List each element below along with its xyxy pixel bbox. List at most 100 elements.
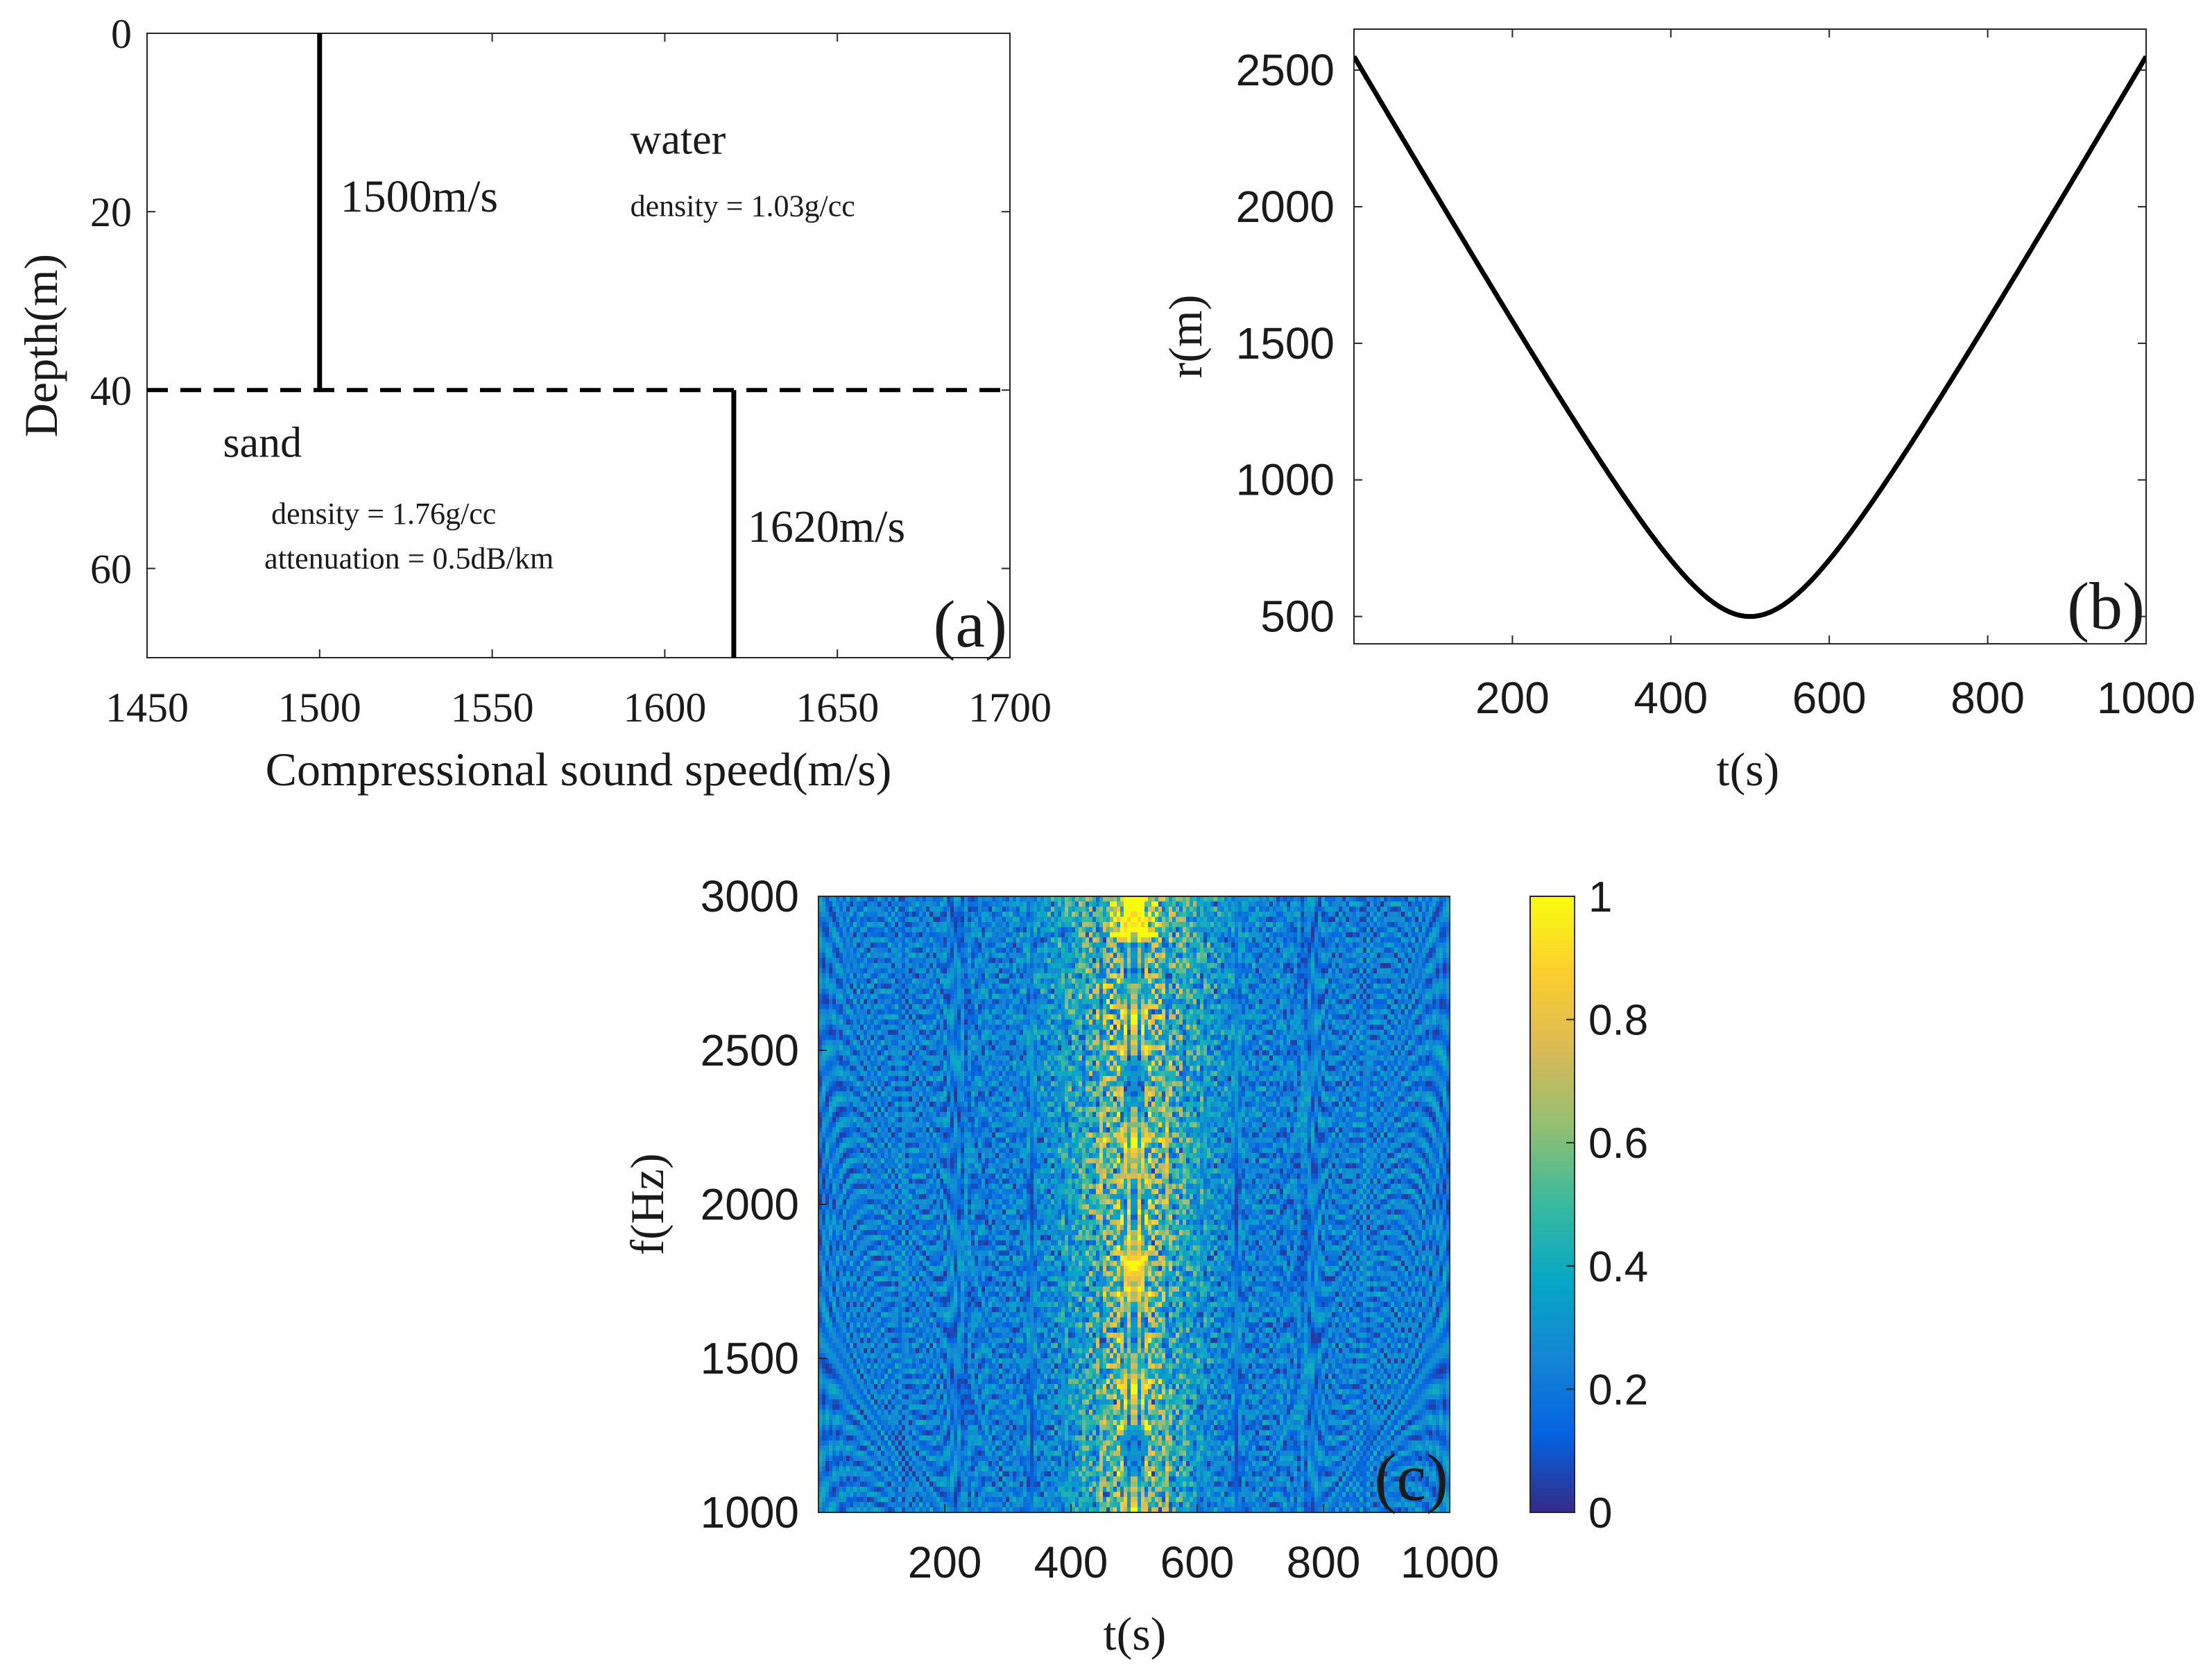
panel-c-heatmap-cell [1401, 948, 1405, 953]
panel-c-heatmap-cell [1016, 942, 1020, 948]
panel-c-heatmap-cell [1158, 937, 1163, 943]
panel-c-heatmap-cell [1096, 906, 1100, 912]
panel-c-heatmap-cell [871, 942, 875, 948]
panel-c-heatmap-cell [895, 1014, 899, 1020]
panel-c-heatmap-cell [1439, 1009, 1443, 1015]
panel-c-heatmap-cell [1144, 968, 1149, 974]
panel-c-heatmap-cell [950, 953, 954, 959]
panel-c-heatmap-cell [825, 1025, 830, 1030]
panel-c-heatmap-cell [1054, 963, 1058, 969]
panel-c-heatmap-cell [902, 912, 906, 918]
panel-c-heatmap-cell [1072, 968, 1076, 974]
panel-c-heatmap-cell [1148, 983, 1152, 989]
panel-c-heatmap-cell [964, 937, 968, 943]
panel-c-heatmap-cell [1332, 1014, 1336, 1020]
panel-c-heatmap-cell [1155, 896, 1159, 902]
panel-c-heatmap-cell [1079, 953, 1083, 959]
panel-c-heatmap-cell [1425, 957, 1430, 964]
panel-c-heatmap-cell [1422, 916, 1426, 923]
panel-c-heatmap-cell [923, 963, 927, 969]
panel-c-heatmap-cell [829, 993, 833, 1000]
panel-c-heatmap-cell [867, 927, 871, 933]
panel-c-heatmap-cell [1266, 953, 1270, 959]
panel-c-heatmap-cell [832, 948, 837, 953]
panel-c-heatmap-cell [1144, 942, 1149, 948]
panel-c-heatmap-cell [1124, 896, 1128, 902]
panel-c-heatmap-cell [919, 1025, 923, 1030]
panel-c-heatmap-cell [995, 901, 1000, 907]
panel-c-heatmap-cell [905, 1025, 909, 1030]
panel-c-heatmap-cell [895, 973, 899, 979]
panel-c-heatmap-cell [1061, 932, 1065, 938]
panel-c-heatmap-cell [1034, 957, 1038, 964]
panel-c-heatmap-cell [1328, 906, 1332, 912]
panel-c-heatmap-cell [933, 1025, 937, 1030]
panel-c-heatmap-cell [1269, 1030, 1274, 1036]
panel-c-heatmap-cell [947, 922, 951, 928]
panel-c-heatmap-cell [1176, 999, 1180, 1005]
panel-c-heatmap-cell [1106, 978, 1111, 984]
panel-c-heatmap-cell [871, 968, 875, 974]
panel-c-heatmap-cell [1280, 942, 1284, 948]
panel-c-heatmap-cell [1210, 953, 1215, 959]
panel-c-heatmap-cell [1151, 968, 1156, 974]
panel-c-heatmap-cell [968, 942, 972, 948]
panel-c-heatmap-cell [1058, 1025, 1062, 1030]
panel-c-heatmap-cell [1151, 963, 1156, 969]
panel-c-heatmap-cell [1391, 999, 1395, 1005]
panel-c-heatmap-cell [1141, 1019, 1145, 1025]
panel-c-heatmap-cell [1051, 942, 1055, 948]
panel-c-heatmap-cell [1436, 922, 1440, 928]
panel-c-heatmap-cell [1373, 916, 1378, 923]
panel-c-heatmap-cell [1377, 1004, 1381, 1010]
panel-c-heatmap-cell [909, 912, 913, 918]
panel-c-heatmap-cell [1040, 901, 1045, 907]
panel-c-heatmap-cell [1380, 912, 1384, 918]
panel-c-heatmap-cell [929, 906, 934, 912]
panel-c-heatmap-cell [1023, 1004, 1027, 1010]
panel-c-heatmap-cell [1238, 978, 1242, 984]
panel-c-heatmap-cell [919, 912, 923, 918]
panel-c-heatmap-cell [1176, 963, 1180, 969]
panel-c-heatmap-cell [1290, 1014, 1294, 1020]
panel-c-heatmap-cell [1235, 937, 1239, 943]
panel-c-heatmap-cell [884, 932, 889, 938]
panel-c-heatmap-cell [981, 993, 986, 1000]
panel-c-heatmap-cell [874, 983, 878, 989]
panel-c-heatmap-cell [1408, 922, 1412, 928]
panel-c-heatmap-cell [1034, 1019, 1038, 1025]
panel-c-heatmap-cell [1016, 1014, 1020, 1020]
panel-c-heatmap-cell [857, 957, 861, 964]
panel-c-heatmap-cell [1422, 1009, 1426, 1015]
panel-c-heatmap-cell [1058, 932, 1062, 938]
panel-c-heatmap-cell [1266, 1014, 1270, 1020]
panel-c-heatmap-cell [1353, 968, 1357, 974]
panel-c-heatmap-cell [1054, 922, 1058, 928]
panel-c-heatmap-cell [1249, 968, 1253, 974]
panel-c-heatmap-cell [940, 916, 944, 923]
panel-c-heatmap-cell [867, 901, 871, 907]
panel-c-heatmap-cell [1370, 1014, 1374, 1020]
panel-c-heatmap-cell [1075, 906, 1079, 912]
panel-c-heatmap-cell [1127, 901, 1131, 907]
panel-c-heatmap-cell [1252, 1004, 1256, 1010]
panel-c-heatmap-cell [1443, 922, 1447, 928]
panel-c-heatmap-cell [1380, 901, 1384, 907]
panel-c-heatmap-cell [1422, 1004, 1426, 1010]
panel-c-heatmap-cell [1224, 1030, 1228, 1036]
panel-c-heatmap-cell [891, 1025, 895, 1030]
panel-c-heatmap-cell [1127, 999, 1131, 1005]
panel-c-heatmap-cell [1061, 937, 1065, 943]
panel-c-heatmap-cell [954, 957, 958, 964]
panel-c-heatmap-cell [1346, 906, 1350, 912]
panel-c-heatmap-cell [1155, 993, 1159, 1000]
panel-c-heatmap-cell [992, 999, 996, 1005]
panel-c-heatmap-cell [888, 1019, 892, 1025]
panel-c-heatmap-cell [1266, 912, 1270, 918]
panel-c-heatmap-cell [1301, 1014, 1305, 1020]
panel-c-heatmap-cell [1183, 957, 1187, 964]
panel-c-heatmap-cell [1269, 922, 1274, 928]
panel-c-heatmap-cell [926, 993, 930, 1000]
panel-c-heatmap-cell [1380, 1030, 1384, 1036]
panel-c-heatmap-cell [1436, 1025, 1440, 1030]
